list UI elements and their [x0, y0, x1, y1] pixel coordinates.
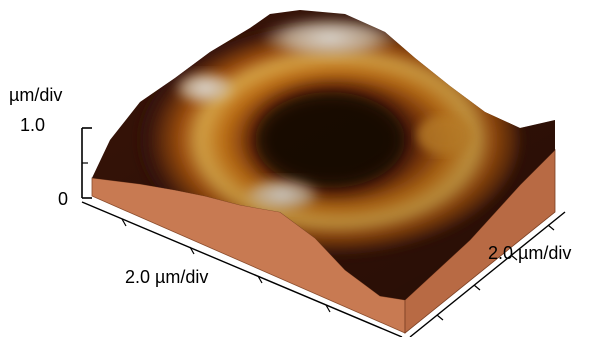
- y-axis-label: 2.0 µm/div: [488, 243, 572, 263]
- y-tick: [436, 314, 444, 321]
- x-tick: [121, 218, 127, 227]
- z-tick-label-min: 0: [58, 189, 69, 209]
- y-tick: [473, 284, 481, 291]
- x-axis-label: 2.0 µm/div: [125, 267, 209, 287]
- y-tick: [510, 254, 518, 261]
- x-tick: [189, 246, 195, 255]
- x-axis-line: [81, 201, 403, 337]
- x-tick: [325, 304, 331, 313]
- z-tick-label-max: 1.0: [20, 115, 46, 135]
- z-axis-unit-label: µm/div: [9, 85, 63, 105]
- x-tick: [257, 275, 263, 284]
- y-tick: [547, 224, 555, 231]
- y-axis-line: [409, 211, 566, 337]
